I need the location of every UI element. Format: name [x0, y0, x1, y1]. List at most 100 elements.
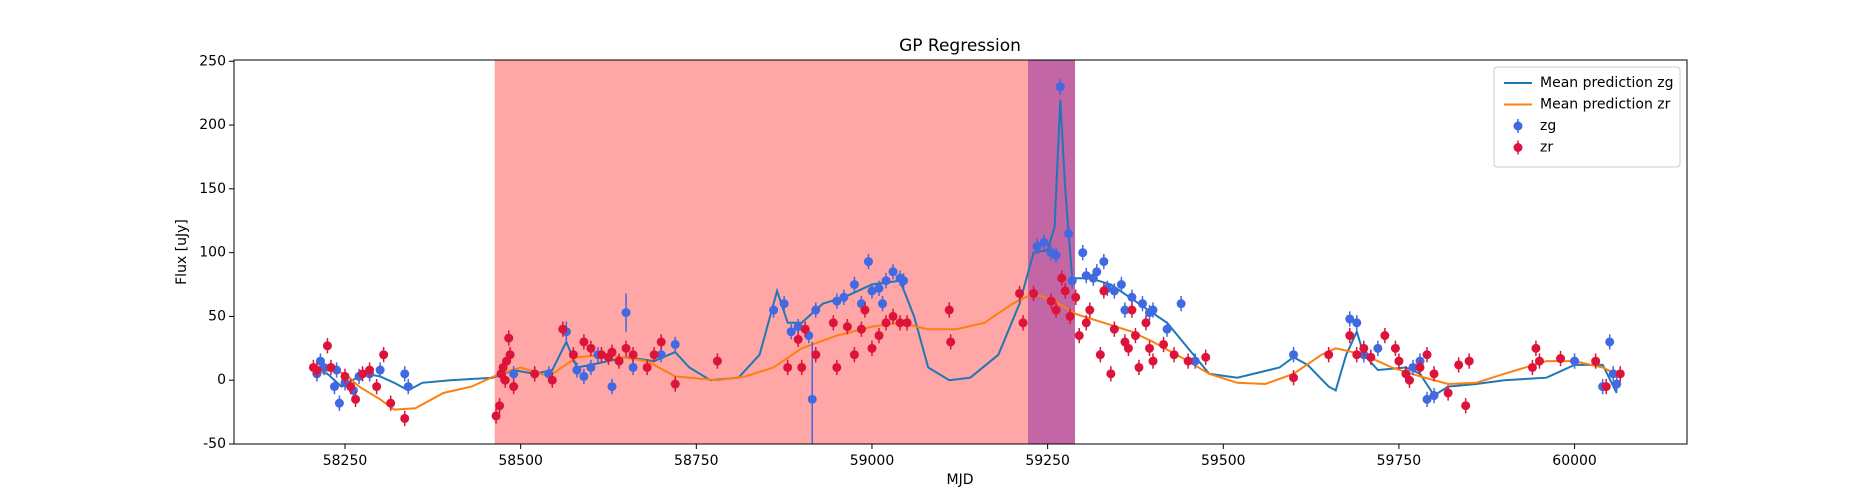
data-point	[1612, 379, 1622, 389]
data-point	[530, 369, 540, 379]
data-point	[1078, 248, 1088, 258]
data-point	[642, 362, 652, 372]
data-point	[874, 331, 884, 341]
data-point	[1095, 350, 1105, 360]
data-point	[375, 365, 385, 375]
data-point	[1422, 394, 1432, 404]
data-point	[860, 305, 870, 315]
data-point	[881, 318, 891, 328]
axes-frame	[233, 59, 1688, 445]
data-point	[1015, 288, 1025, 298]
data-point	[1190, 356, 1200, 366]
legend: Mean prediction zg Mean prediction zr zg zr	[1493, 66, 1681, 168]
data-point	[1408, 362, 1418, 372]
data-point	[1081, 318, 1091, 328]
data-point	[849, 350, 859, 360]
data-point	[579, 371, 589, 381]
data-point	[895, 318, 905, 328]
data-point	[670, 379, 680, 389]
data-point	[656, 337, 666, 347]
data-point	[346, 382, 356, 392]
data-point	[322, 341, 332, 351]
data-point	[1064, 229, 1074, 239]
data-point	[783, 362, 793, 372]
data-point	[547, 375, 557, 385]
data-point	[1201, 352, 1211, 362]
x-tick-label: 60000	[1552, 453, 1597, 469]
data-point	[1591, 356, 1601, 366]
data-point	[1373, 343, 1383, 353]
legend-label: Mean prediction zr	[1540, 97, 1671, 113]
data-point	[1051, 305, 1061, 315]
data-point	[1134, 362, 1144, 372]
data-point	[1404, 375, 1414, 385]
data-point	[1039, 237, 1049, 247]
data-point	[1162, 324, 1172, 334]
x-tick-label: 59000	[850, 453, 895, 469]
data-point	[902, 318, 912, 328]
data-point	[1145, 343, 1155, 353]
data-point	[1148, 305, 1158, 315]
data-point	[839, 292, 849, 302]
data-point	[495, 401, 505, 411]
data-point	[1289, 350, 1299, 360]
x-tick-label: 58500	[498, 453, 543, 469]
data-point	[1176, 299, 1186, 309]
data-point	[1454, 360, 1464, 370]
y-tick-label: 100	[199, 245, 226, 261]
data-point	[1570, 356, 1580, 366]
data-point	[1060, 286, 1070, 296]
data-point	[797, 362, 807, 372]
data-point	[1608, 369, 1618, 379]
data-point	[372, 382, 382, 392]
data-point	[878, 299, 888, 309]
data-point	[874, 283, 884, 293]
highlight-span	[494, 60, 1028, 444]
y-tick-label: 200	[199, 117, 226, 133]
data-point	[1141, 318, 1151, 328]
data-point	[1029, 288, 1039, 298]
data-point	[1461, 401, 1471, 411]
plot-area	[308, 60, 1625, 444]
data-point	[1159, 339, 1169, 349]
data-point	[1534, 356, 1544, 366]
data-point	[351, 394, 361, 404]
data-point	[334, 398, 344, 408]
data-point	[1605, 337, 1615, 347]
legend-marker	[1513, 121, 1523, 131]
legend-label: zr	[1540, 140, 1553, 156]
data-point	[769, 305, 779, 315]
data-point	[319, 362, 329, 372]
data-point	[586, 343, 596, 353]
data-point	[842, 322, 852, 332]
data-point	[1422, 350, 1432, 360]
data-point	[358, 369, 368, 379]
data-point	[1352, 350, 1362, 360]
data-point	[1071, 292, 1081, 302]
data-point	[1137, 299, 1147, 309]
data-point	[1032, 241, 1042, 251]
y-tick-label: 50	[208, 308, 226, 324]
y-axis-label: Flux [uJy]	[174, 219, 190, 285]
data-point	[712, 356, 722, 366]
data-point	[856, 324, 866, 334]
data-point	[400, 413, 410, 423]
data-point	[568, 350, 578, 360]
data-point	[1464, 356, 1474, 366]
data-point	[329, 382, 339, 392]
data-point	[1106, 369, 1116, 379]
y-tick-label: 250	[199, 53, 226, 69]
data-point	[1415, 362, 1425, 372]
data-point	[500, 375, 510, 385]
data-point	[944, 305, 954, 315]
data-point	[1289, 373, 1299, 383]
data-point	[628, 362, 638, 372]
data-point	[867, 343, 877, 353]
data-point	[379, 350, 389, 360]
data-point	[1099, 286, 1109, 296]
data-point	[1394, 356, 1404, 366]
data-point	[1120, 305, 1130, 315]
data-point	[1169, 350, 1179, 360]
data-point	[1556, 354, 1566, 364]
